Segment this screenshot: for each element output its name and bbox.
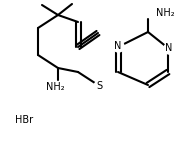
Text: NH₂: NH₂ [46,82,64,92]
Text: HBr: HBr [15,115,33,125]
Text: N: N [114,41,122,51]
Text: S: S [96,81,102,91]
Text: NH₂: NH₂ [156,8,175,18]
Text: N: N [165,43,173,53]
